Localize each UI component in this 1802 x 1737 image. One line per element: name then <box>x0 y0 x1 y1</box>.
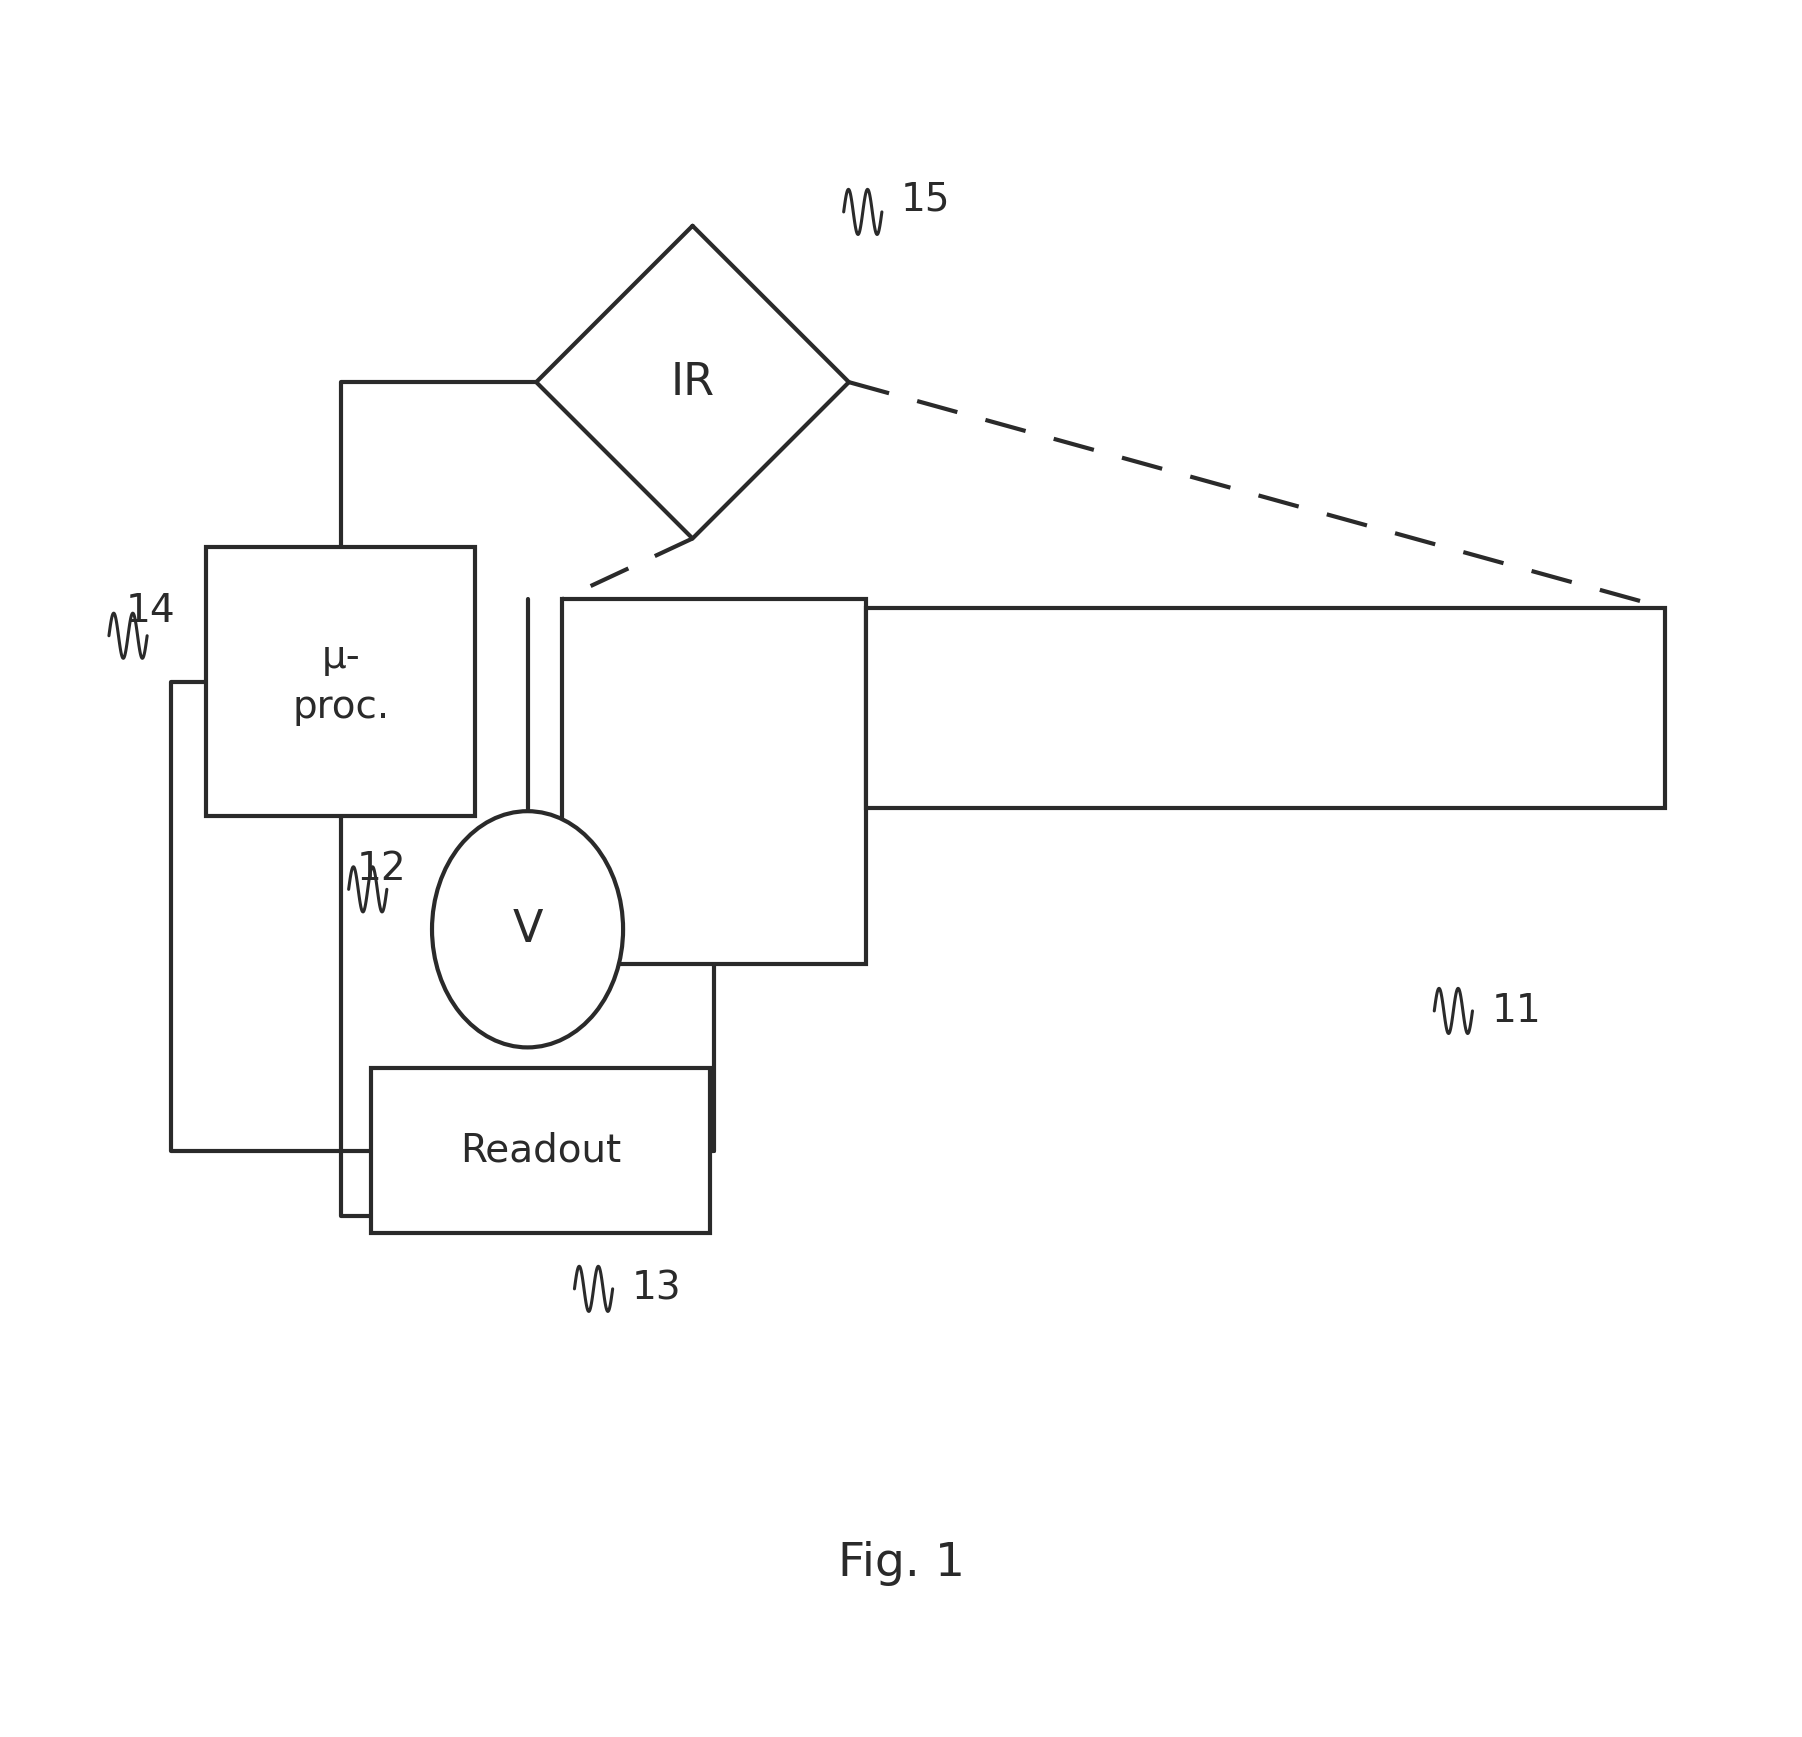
Text: 15: 15 <box>901 181 950 219</box>
Text: Fig. 1: Fig. 1 <box>838 1541 964 1586</box>
Text: V: V <box>512 908 542 950</box>
Bar <box>371 1068 710 1233</box>
Text: 12: 12 <box>357 849 405 888</box>
Text: μ-
proc.: μ- proc. <box>292 637 389 726</box>
Text: Readout: Readout <box>460 1133 622 1169</box>
Text: 13: 13 <box>633 1270 681 1308</box>
Text: 14: 14 <box>126 592 175 631</box>
Ellipse shape <box>432 811 623 1047</box>
Text: 11: 11 <box>1492 992 1541 1030</box>
Bar <box>562 599 867 964</box>
Text: IR: IR <box>670 361 715 403</box>
Bar <box>205 547 476 816</box>
Bar <box>867 608 1665 808</box>
